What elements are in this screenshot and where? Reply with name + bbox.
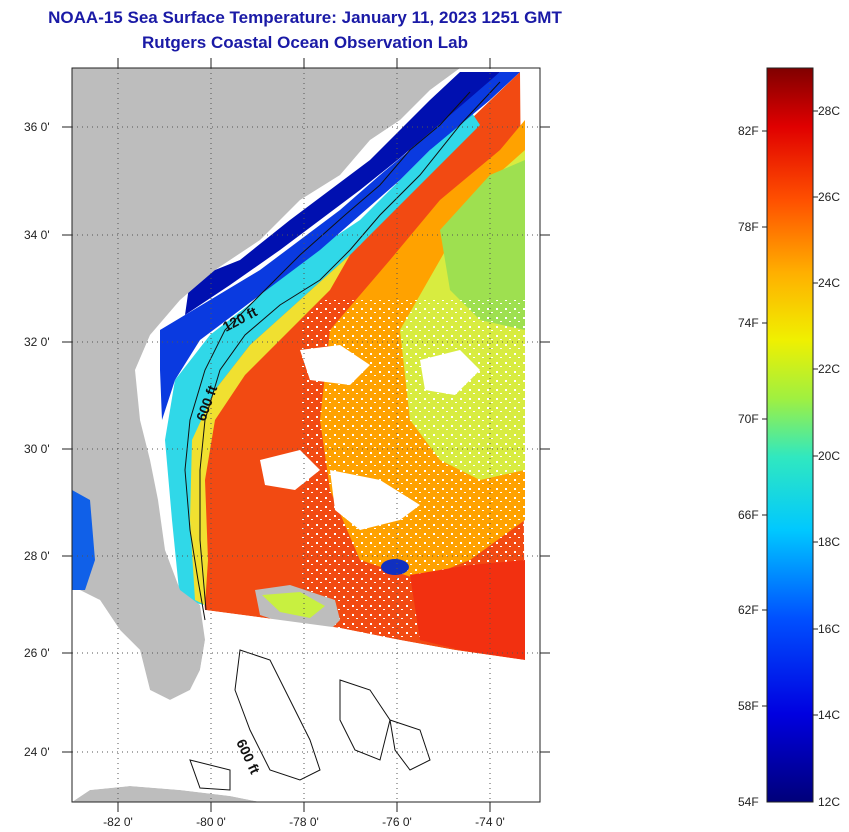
cbar-f-54: 54F: [738, 795, 759, 809]
lat-label-24: 24 0': [24, 745, 50, 759]
lon-label-82: -82 0': [103, 815, 133, 829]
lat-label-28: 28 0': [24, 549, 50, 563]
no-data-region: [72, 590, 540, 802]
cbar-c-26: 26C: [818, 190, 840, 204]
cbar-c-28: 28C: [818, 104, 840, 118]
map-layers: [72, 68, 540, 802]
lon-label-76: -76 0': [382, 815, 412, 829]
sst-swath-green: [440, 160, 525, 330]
cbar-c-22: 22C: [818, 362, 840, 376]
contour-600ft: [199, 81, 501, 611]
coastal-band-yellow: [190, 255, 350, 605]
graticule: [72, 68, 540, 802]
contour-120ft: [184, 91, 471, 621]
cbar-f-58: 58F: [738, 699, 759, 713]
cold-spot: [381, 559, 409, 575]
lat-label-26: 26 0': [24, 646, 50, 660]
lon-label-80: -80 0': [196, 815, 226, 829]
cbar-f-70: 70F: [738, 412, 759, 426]
west-coast-water: [72, 490, 95, 590]
cbar-f-62: 62F: [738, 603, 759, 617]
map-frame: [71, 67, 541, 803]
lon-label-74: -74 0': [475, 815, 505, 829]
cbar-f-78: 78F: [738, 220, 759, 234]
colorbar-ticks: [762, 110, 818, 716]
cbar-c-18: 18C: [818, 535, 840, 549]
land-cuba: [72, 786, 260, 802]
title-line-1: NOAA-15 Sea Surface Temperature: January…: [48, 8, 562, 27]
bahamas-bank-green: [262, 592, 325, 618]
cbar-c-14: 14C: [818, 708, 840, 722]
contour-bahamas: [189, 649, 431, 791]
cbar-c-24: 24C: [818, 276, 840, 290]
colorbar: [766, 67, 814, 803]
sst-warm-south: [410, 560, 525, 660]
lat-label-36: 36 0': [24, 120, 50, 134]
cbar-c-16: 16C: [818, 622, 840, 636]
cloud-patch-4: [260, 450, 320, 490]
cloud-patch-2: [300, 345, 370, 385]
cbar-f-66: 66F: [738, 508, 759, 522]
cbar-c-20: 20C: [818, 449, 840, 463]
cloud-patch-3: [420, 350, 480, 395]
lat-label-34: 34 0': [24, 228, 50, 242]
coastal-band-deep: [185, 72, 500, 315]
lat-label-30: 30 0': [24, 442, 50, 456]
lat-label-32: 32 0': [24, 335, 50, 349]
cloud-patch-1: [330, 470, 420, 530]
cbar-c-12: 12C: [818, 795, 840, 809]
title-line-2: Rutgers Coastal Ocean Observation Lab: [142, 33, 468, 52]
lon-label-78: -78 0': [289, 815, 319, 829]
axis-ticks: [62, 58, 550, 812]
cbar-f-74: 74F: [738, 316, 759, 330]
land-southeast-us: [72, 68, 460, 700]
cbar-f-82: 82F: [738, 124, 759, 138]
